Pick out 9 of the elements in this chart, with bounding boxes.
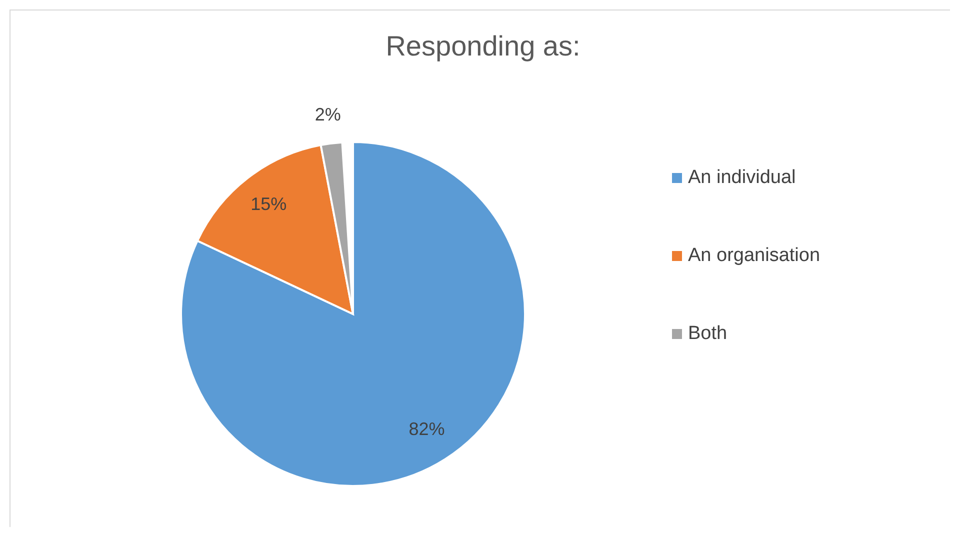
pie-slice: [196, 144, 354, 315]
data-label: 82%: [408, 418, 445, 439]
legend-label: Both: [688, 323, 728, 344]
pie-slice: [180, 141, 526, 487]
legend-label: An individual: [688, 167, 796, 188]
legend-label: An organisation: [688, 245, 820, 266]
data-label: 2%: [314, 104, 341, 124]
data-label: 15%: [250, 194, 287, 214]
chart-title: Responding as:: [386, 30, 580, 62]
